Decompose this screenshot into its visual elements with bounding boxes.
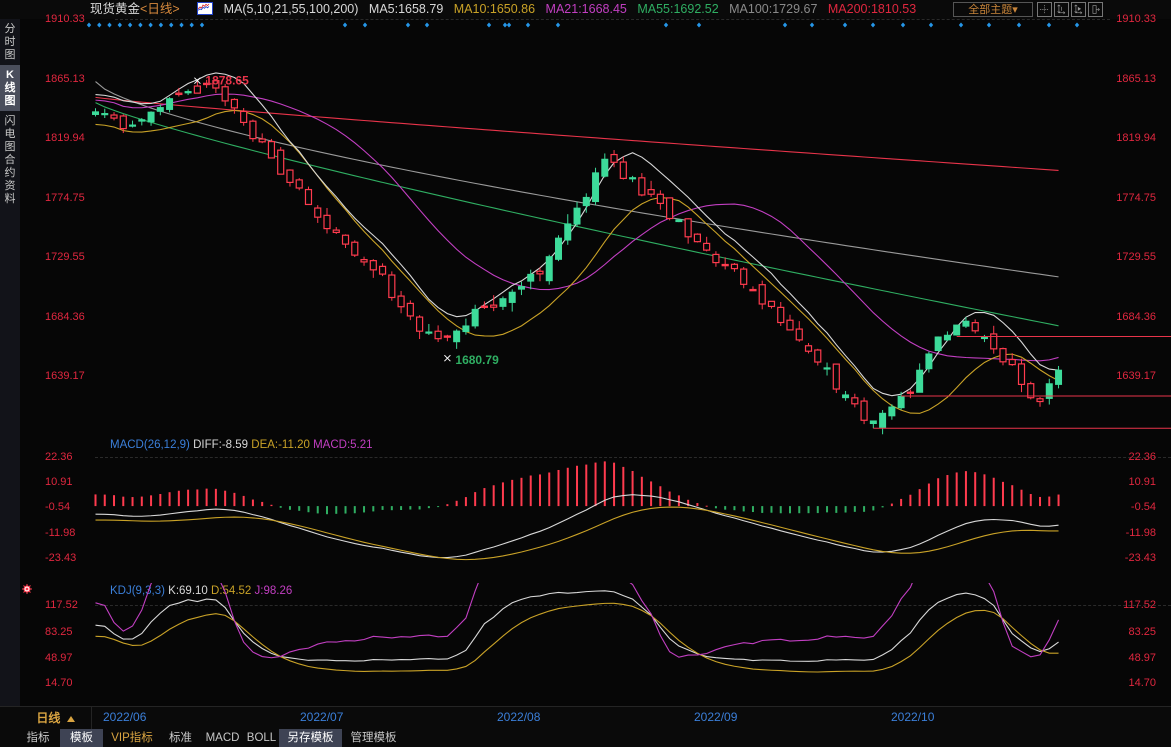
svg-text:1680.79: 1680.79 — [455, 353, 499, 367]
svg-text:1878.65: 1878.65 — [205, 74, 249, 88]
